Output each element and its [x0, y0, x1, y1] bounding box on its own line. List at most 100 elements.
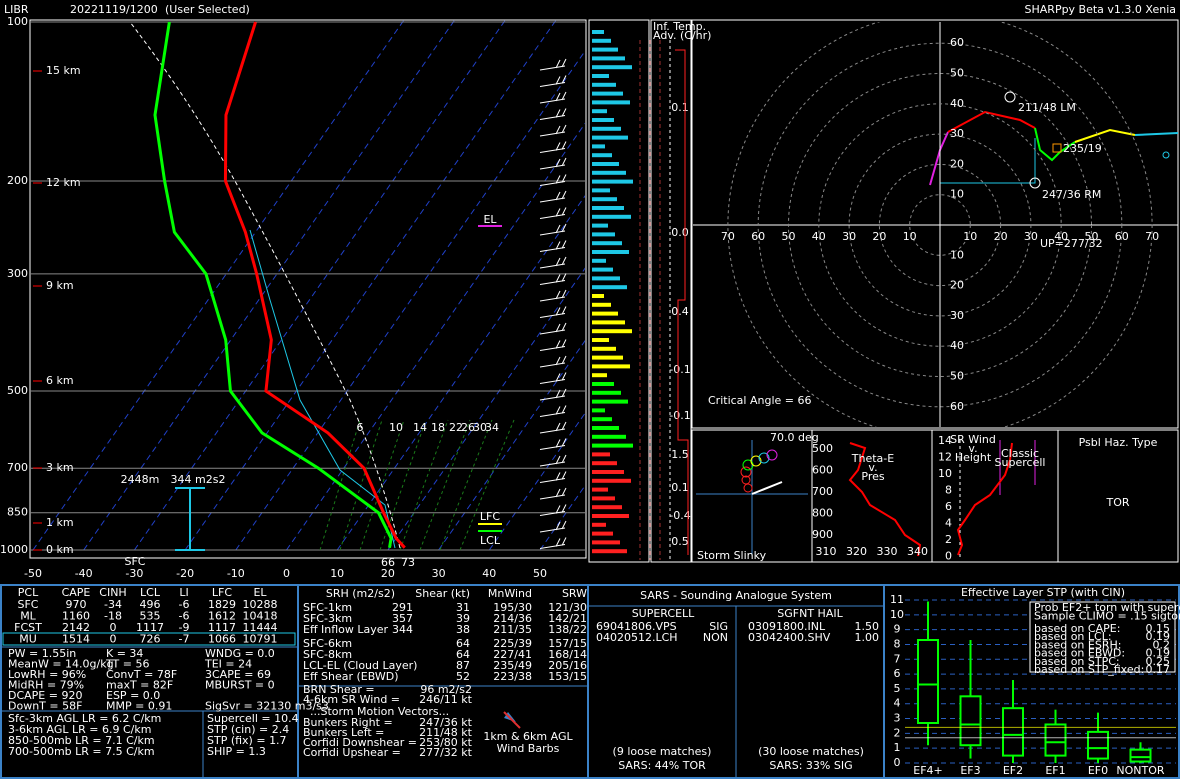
stp-y-label: 9	[894, 623, 901, 636]
legend-title: Sample CLIMO = .15 sigtor	[1034, 610, 1180, 623]
x-tick-label: -10	[227, 567, 245, 580]
wind-barb	[539, 471, 567, 483]
kin-label: 4-6km SR Wind =	[303, 693, 400, 706]
group	[693, 22, 1178, 427]
skewt-frame	[29, 19, 587, 559]
srwind-y-label: 12	[938, 451, 952, 464]
mean-label: 235/19	[1063, 142, 1102, 155]
hodo-label: 30	[950, 309, 964, 322]
wind-barb	[539, 58, 567, 71]
sars-match: 69041806.VPS	[596, 620, 677, 633]
thermo-cell: 0	[110, 621, 117, 634]
kin-header: MnWind	[488, 587, 532, 600]
speed-bar	[592, 496, 615, 501]
y-tick-label: 100	[7, 15, 28, 28]
hodo-label: 10	[963, 230, 977, 243]
wind-barb	[539, 108, 567, 120]
theta-x-label: 320	[846, 545, 867, 558]
up-marker	[1162, 151, 1170, 159]
hodo-trace-cyan	[1134, 132, 1178, 136]
thermo-cell: 1514	[62, 633, 90, 646]
rm-marker	[1029, 177, 1041, 189]
speed-bar	[592, 390, 621, 395]
mixing-ratio	[419, 419, 471, 551]
kin-cell: 121/30	[548, 601, 587, 614]
vector-label: Bunkers Left =	[303, 726, 384, 739]
index: MeanW = 14.0g/kg	[8, 658, 114, 671]
speed-bar	[592, 100, 630, 105]
stp-y-label: 0	[894, 756, 901, 769]
speed-bar	[592, 452, 610, 457]
index: PW = 1.55in	[8, 647, 76, 660]
x-tick-label: -20	[176, 567, 194, 580]
sars-size: 1.50	[855, 620, 880, 633]
lapse-rate: 3-6km AGL LR = 6.9 C/km	[8, 723, 151, 736]
composite: STP (cin) = 2.4	[207, 723, 289, 736]
parcel	[129, 21, 401, 549]
theta-title: Theta-E	[851, 452, 894, 465]
dewpoint-profile	[153, 21, 393, 548]
composite: STP (fix) = 1.7	[207, 734, 287, 747]
wind-barb	[539, 454, 567, 467]
wind-barb	[539, 504, 567, 516]
wind-barb	[539, 289, 567, 302]
sars-class: SIG	[709, 620, 728, 633]
y-tick-label: 1000	[0, 543, 28, 556]
hodo-label: 10	[950, 188, 964, 201]
thermo-cell: -7	[179, 633, 190, 646]
kin-value: 96 m2/s2	[420, 683, 472, 696]
sfc-dewpoint: 66	[381, 556, 395, 569]
speed-bar	[592, 382, 614, 386]
adv-title: Adv. (C/hr)	[653, 29, 711, 42]
hodo-label: 50	[950, 67, 964, 80]
mixing-ratio-label: 26	[461, 421, 475, 434]
index: MidRH = 79%	[8, 679, 84, 692]
speed-bar	[592, 179, 633, 184]
kin-cell: 227/41	[493, 648, 532, 661]
hodograph-frame	[691, 19, 1179, 429]
thermo-header: CAPE	[62, 586, 91, 599]
adv-label: -0.1	[669, 363, 690, 376]
thermo-header: PCL	[18, 586, 39, 599]
thermo-cell: 1829	[208, 598, 236, 611]
thermo-cell: 1117	[208, 621, 236, 634]
wind-barb	[539, 240, 567, 252]
slinky-ring	[750, 455, 762, 467]
wind-barb	[539, 306, 567, 318]
source: (User Selected)	[165, 3, 250, 16]
x-tick-label: -50	[24, 567, 42, 580]
stp-y-label: 6	[894, 667, 901, 680]
stp-y-label: 2	[894, 726, 901, 739]
version: SHARPpy Beta v1.3.0 Xenia	[1025, 3, 1176, 16]
thermo-header: EL	[253, 586, 267, 599]
stp-y-label: 11	[890, 593, 904, 606]
hodo-label: 20	[994, 230, 1008, 243]
sars-footer: (30 loose matches)	[758, 745, 864, 758]
sars-match: 04020512.LCH	[596, 631, 678, 644]
hodo-label: 40	[812, 230, 826, 243]
speed-bar	[592, 82, 616, 87]
thermo-cell: 10791	[243, 633, 278, 646]
wind-barb	[539, 273, 567, 285]
kin-cell: 291	[392, 601, 413, 614]
theta-title: Pres	[861, 470, 884, 483]
x-tick-label: 10	[330, 567, 344, 580]
speed-bar	[592, 285, 627, 290]
hodo-label: 60	[950, 36, 964, 49]
height-label: 0 km	[46, 543, 74, 556]
kin-cell: 344	[392, 623, 413, 636]
vector-label: Corfidi Downshear =	[303, 736, 417, 749]
wind-barb	[539, 174, 567, 186]
hodo-trace-red	[947, 110, 1036, 133]
kin-cell: 225/39	[493, 637, 532, 650]
hodo-label: 60	[950, 400, 964, 413]
kin-cell: 357	[392, 612, 413, 625]
isotherm	[184, 20, 557, 551]
speed-bar	[592, 470, 624, 474]
stp-y-label: 8	[894, 637, 901, 650]
slinky-ring	[766, 449, 778, 461]
x-tick-label: 0	[283, 567, 290, 580]
speed-bar	[592, 188, 610, 193]
hodo-label: 60	[751, 230, 765, 243]
